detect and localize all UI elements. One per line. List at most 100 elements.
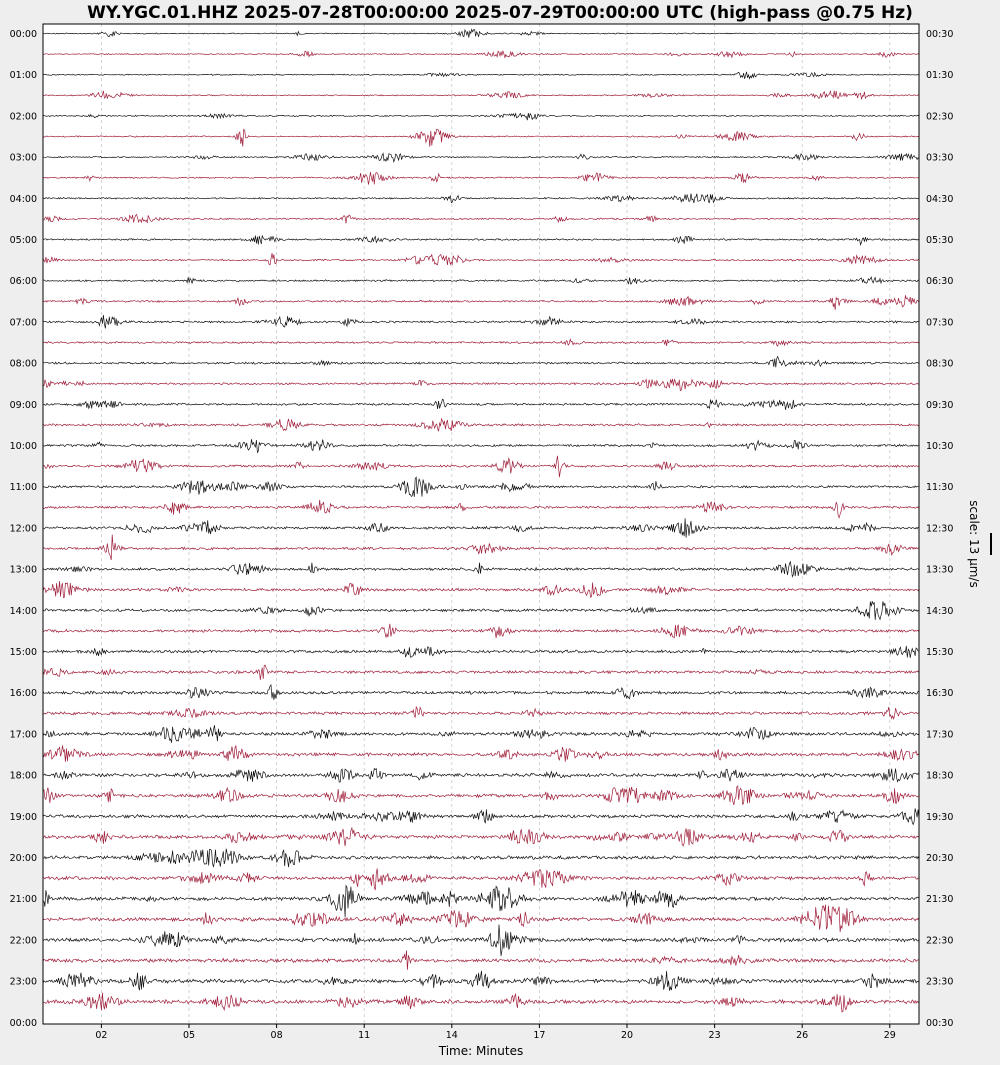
left-hour-label: 18:00 <box>10 771 37 782</box>
seismic-trace <box>43 171 920 185</box>
seismic-trace <box>42 970 920 991</box>
seismic-trace <box>42 826 920 847</box>
seismic-trace <box>42 518 920 538</box>
seismic-trace <box>42 560 920 578</box>
left-hour-label: 00:00 <box>10 29 37 40</box>
right-hour-label: 17:30 <box>926 729 953 740</box>
right-hour-label: 00:30 <box>926 29 953 40</box>
seismic-trace <box>42 476 920 498</box>
right-hour-label: 13:30 <box>926 565 953 576</box>
left-hour-label: 00:00 <box>10 1018 37 1029</box>
seismic-trace <box>42 534 920 561</box>
left-hour-label: 23:00 <box>10 977 37 988</box>
right-hour-label: 16:30 <box>926 688 953 699</box>
left-hour-label: 08:00 <box>10 359 37 370</box>
left-hour-label: 22:00 <box>10 935 37 946</box>
seismic-trace <box>42 705 919 720</box>
right-hour-label: 23:30 <box>926 977 953 988</box>
seismic-trace <box>42 378 920 392</box>
right-hour-labels: 00:30 01:30 02:30 03:30 04:30 05:30 06:30 07:30… <box>926 29 953 1029</box>
seismic-trace <box>42 71 920 80</box>
seismic-trace <box>42 884 919 918</box>
right-hour-label: 05:30 <box>926 235 953 246</box>
seismic-trace <box>42 580 920 599</box>
x-tick-label: 11 <box>358 1030 370 1041</box>
seismic-trace <box>43 767 920 783</box>
x-tick-label: 29 <box>884 1030 896 1041</box>
right-hour-label: 10:30 <box>926 441 953 452</box>
seismic-trace <box>42 623 920 639</box>
seismic-trace <box>42 664 920 680</box>
seismic-trace <box>42 785 920 806</box>
seismic-trace <box>42 992 920 1013</box>
chart-title: WY.YGC.01.HHZ 2025-07-28T00:00:00 2025-0… <box>87 3 913 23</box>
left-hour-label: 07:00 <box>10 317 37 328</box>
right-hour-label: 14:30 <box>926 606 953 617</box>
seismic-trace <box>42 417 920 432</box>
left-hour-label: 01:00 <box>10 70 37 81</box>
seismic-trace <box>42 684 920 700</box>
left-hour-label: 21:00 <box>10 894 37 905</box>
plot-area <box>43 24 919 1024</box>
left-hour-label: 17:00 <box>10 729 37 740</box>
left-hour-label: 02:00 <box>10 111 37 122</box>
left-hour-label: 09:00 <box>10 400 37 411</box>
right-hour-label: 21:30 <box>926 894 953 905</box>
seismic-trace <box>42 744 920 762</box>
x-tick-label: 17 <box>533 1030 545 1041</box>
right-hour-label: 04:30 <box>926 194 953 205</box>
x-tick-label: 05 <box>183 1030 195 1041</box>
seismic-trace <box>42 904 920 933</box>
seismic-trace <box>42 355 920 368</box>
seismic-trace <box>42 338 920 347</box>
left-hour-label: 13:00 <box>10 565 37 576</box>
right-hour-label: 20:30 <box>926 853 953 864</box>
seismic-trace <box>42 499 920 519</box>
seismic-trace <box>42 725 920 743</box>
x-tick-label: 20 <box>621 1030 633 1041</box>
scale-label: scale: 13 µm/s <box>967 500 981 587</box>
left-hour-label: 06:00 <box>10 276 37 287</box>
seismic-trace <box>42 213 920 224</box>
right-hour-label: 12:30 <box>926 523 953 534</box>
left-hour-label: 20:00 <box>10 853 37 864</box>
right-hour-label: 22:30 <box>926 935 953 946</box>
trace-lines <box>42 28 920 1013</box>
x-tick-label: 26 <box>796 1030 808 1041</box>
x-tick-label: 02 <box>95 1030 107 1041</box>
seismic-trace <box>42 89 920 100</box>
seismic-trace <box>43 924 920 956</box>
plot-frame <box>42 23 920 1025</box>
seismic-trace <box>42 808 920 826</box>
seismic-trace <box>42 234 920 247</box>
seismic-trace <box>42 868 920 891</box>
seismic-trace <box>42 50 920 59</box>
seismic-trace <box>43 398 920 410</box>
right-hour-label: 08:30 <box>926 359 953 370</box>
right-hour-label: 15:30 <box>926 647 953 658</box>
left-hour-label: 05:00 <box>10 235 37 246</box>
right-hour-label: 03:30 <box>926 153 953 164</box>
right-hour-label: 01:30 <box>926 70 953 81</box>
x-tick-label: 14 <box>446 1030 458 1041</box>
seismic-trace <box>42 193 920 204</box>
right-hour-label: 07:30 <box>926 317 953 328</box>
left-hour-label: 10:00 <box>10 441 37 452</box>
left-hour-label: 11:00 <box>10 482 37 493</box>
seismic-trace <box>42 645 920 658</box>
seismic-trace <box>42 950 920 970</box>
left-hour-label: 03:00 <box>10 153 37 164</box>
seismic-trace <box>42 315 920 329</box>
right-hour-label: 11:30 <box>926 482 953 493</box>
seismic-trace <box>42 455 920 478</box>
seismic-trace <box>42 601 920 621</box>
seismic-trace <box>42 112 920 121</box>
left-hour-label: 14:00 <box>10 606 37 617</box>
x-tick-label: 23 <box>709 1030 721 1041</box>
grid-lines <box>101 24 891 1024</box>
seismic-trace <box>42 848 920 868</box>
right-hour-label: 19:30 <box>926 812 953 823</box>
seismic-trace <box>42 152 920 164</box>
seismic-trace <box>42 253 919 266</box>
